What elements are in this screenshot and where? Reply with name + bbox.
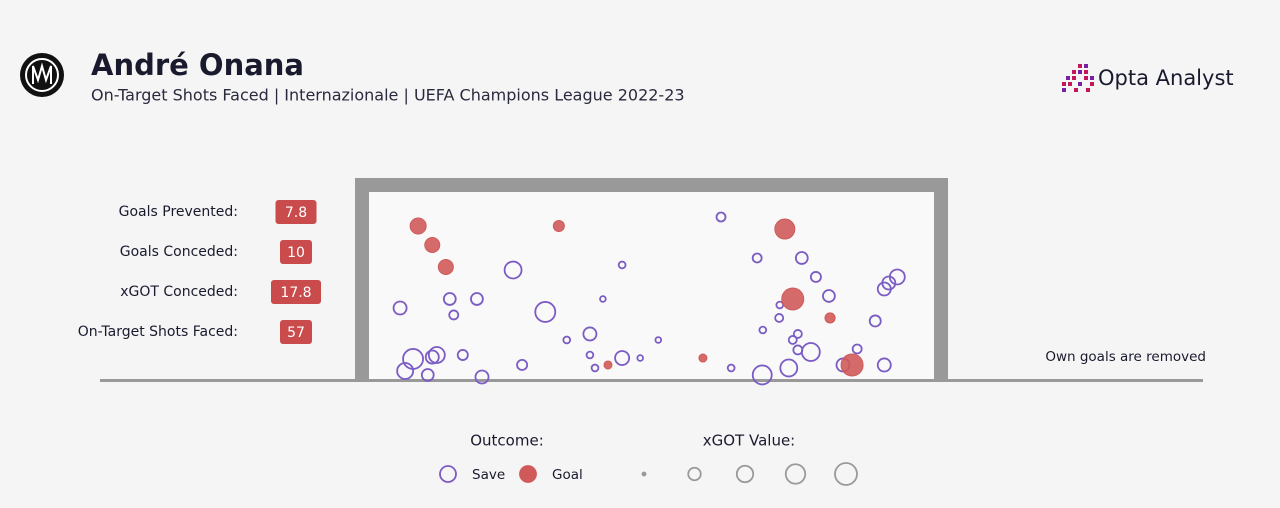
saved-shot <box>726 363 736 373</box>
saved-shot <box>534 301 557 323</box>
legend-marker <box>439 465 457 483</box>
stat-box <box>275 200 317 224</box>
brand-name: Opta Analyst <box>1098 66 1234 90</box>
saved-shot <box>585 350 595 360</box>
saved-shot <box>809 271 822 283</box>
goal-shot <box>698 353 708 363</box>
saved-shot <box>794 251 809 265</box>
chart-subtitle: On-Target Shots Faced | Internazionale |… <box>91 86 685 105</box>
goal-shot <box>781 287 805 311</box>
legend-title: Outcome: <box>470 432 544 450</box>
size-legend-marker <box>784 463 807 485</box>
goal-shot <box>409 217 427 235</box>
saved-shot <box>420 368 435 382</box>
chart-title: André Onana <box>91 48 304 82</box>
saved-shot <box>868 314 882 328</box>
saved-shot <box>442 292 457 306</box>
goal-shot <box>603 360 613 370</box>
goal-shot <box>774 218 796 240</box>
saved-shot <box>617 260 627 270</box>
saved-shot <box>516 359 529 371</box>
saved-shot <box>792 329 803 339</box>
saved-shot <box>758 325 768 335</box>
ground-line <box>100 379 1203 382</box>
stat-box <box>271 280 321 304</box>
goal-mouth <box>369 192 934 381</box>
saved-shot <box>424 349 440 365</box>
saved-shot <box>456 349 469 361</box>
stat-label: On-Target Shots Faced: <box>78 324 238 340</box>
club-logo <box>20 53 64 97</box>
legend-label: Goal <box>552 467 583 483</box>
plot <box>392 211 906 386</box>
saved-shot <box>751 364 773 386</box>
goal-shot <box>824 312 836 324</box>
saved-shot <box>614 350 631 366</box>
saved-shot <box>751 252 763 264</box>
stat-box <box>280 240 312 264</box>
legend-marker <box>519 465 537 483</box>
brand-logo <box>1062 64 1094 92</box>
saved-shot <box>396 362 415 380</box>
goal-shot <box>840 353 864 377</box>
stat-label: xGOT Conceded: <box>120 284 238 300</box>
saved-shot <box>851 343 863 355</box>
saved-shot <box>448 309 460 321</box>
stat-label: Goals Conceded: <box>120 244 238 260</box>
size-legend-marker <box>834 462 858 486</box>
saved-shot <box>876 357 892 373</box>
saved-shot <box>715 211 727 223</box>
saved-shot <box>800 342 821 362</box>
saved-shot <box>590 363 600 373</box>
saved-shot <box>562 335 572 345</box>
saved-shot <box>774 313 785 323</box>
saved-shot <box>636 354 644 362</box>
goal-shot <box>552 219 565 233</box>
size-legend-marker <box>735 464 755 484</box>
saved-shot <box>779 358 799 378</box>
saved-shot <box>787 335 798 345</box>
saved-shot <box>822 289 836 303</box>
saved-shot <box>470 292 484 306</box>
saved-shot <box>392 300 408 316</box>
stat-value: 57 <box>287 325 305 341</box>
size-legend-marker <box>641 471 647 477</box>
legend-label: Save <box>472 467 505 483</box>
stat-label: Goals Prevented: <box>119 204 238 220</box>
saved-shot <box>503 260 523 280</box>
saved-shot <box>474 369 490 385</box>
stat-value: 10 <box>287 245 305 261</box>
stat-value: 17.8 <box>280 285 311 301</box>
saved-shot <box>427 346 446 364</box>
size-legend-marker <box>687 466 702 482</box>
saved-shot <box>654 336 663 344</box>
saved-shot <box>582 326 598 342</box>
stat-value: 7.8 <box>285 205 307 221</box>
saved-shot <box>599 295 607 303</box>
goal-shot <box>424 237 441 254</box>
stat-box <box>280 320 312 344</box>
legend-title: xGOT Value: <box>703 432 795 450</box>
goal-shot <box>437 259 454 276</box>
note: Own goals are removed <box>1045 349 1206 365</box>
saved-shot <box>876 281 892 297</box>
